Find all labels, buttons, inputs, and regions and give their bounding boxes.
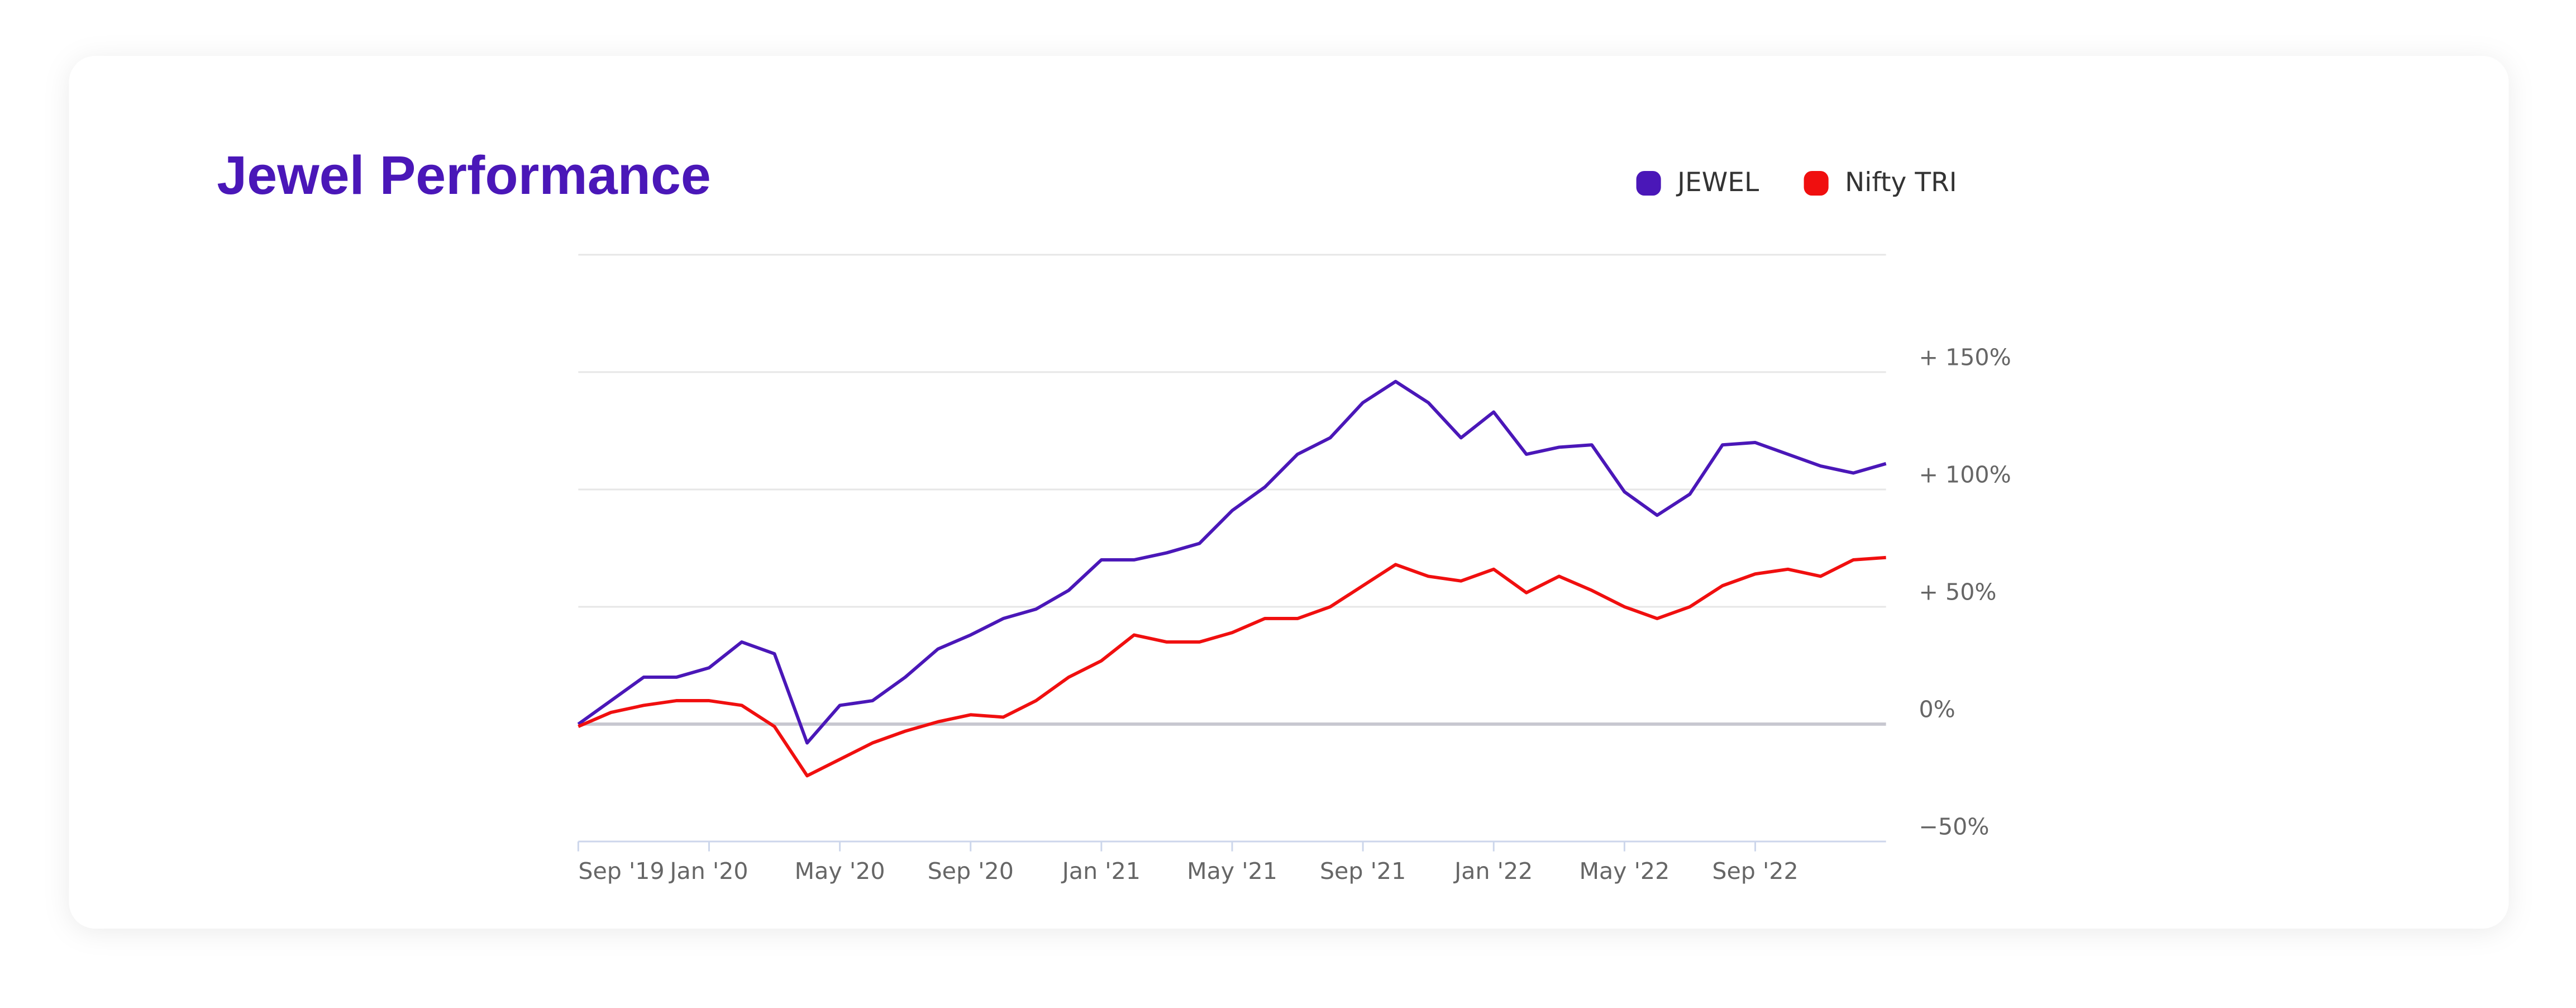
x-tick-label: Jan '20 xyxy=(668,858,748,885)
chart-title: Jewel Performance xyxy=(217,145,711,206)
x-tick-label: May '20 xyxy=(795,858,885,885)
legend-label: Nifty TRI xyxy=(1845,167,1957,198)
x-tick-label: Sep '19 xyxy=(578,858,664,885)
card xyxy=(69,56,2509,929)
y-tick-label: + 50% xyxy=(1919,578,1996,605)
x-tick-label: Sep '22 xyxy=(1712,858,1798,885)
y-tick-label: + 100% xyxy=(1919,461,2011,488)
series-line xyxy=(577,379,1887,745)
x-tick-label: May '22 xyxy=(1579,858,1669,885)
legend-label: JEWEL xyxy=(1676,167,1759,198)
legend-swatch xyxy=(1804,170,1829,196)
y-tick-label: −50% xyxy=(1919,813,1989,840)
x-tick-label: Jan '22 xyxy=(1453,858,1533,885)
plot-area: −50% 0% + 50% + 100% + 150% Sep '19 Jan '20 May… xyxy=(577,254,2011,885)
y-tick-label: 0% xyxy=(1919,696,1955,722)
x-tick-label: Jan '21 xyxy=(1061,858,1141,885)
series-line xyxy=(578,555,1886,778)
y-tick-label: + 150% xyxy=(1919,344,2011,370)
x-tick-label: Sep '21 xyxy=(1320,858,1406,885)
legend-swatch xyxy=(1636,170,1661,196)
x-tick-label: May '21 xyxy=(1187,858,1277,885)
x-tick-label: Sep '20 xyxy=(928,858,1014,885)
